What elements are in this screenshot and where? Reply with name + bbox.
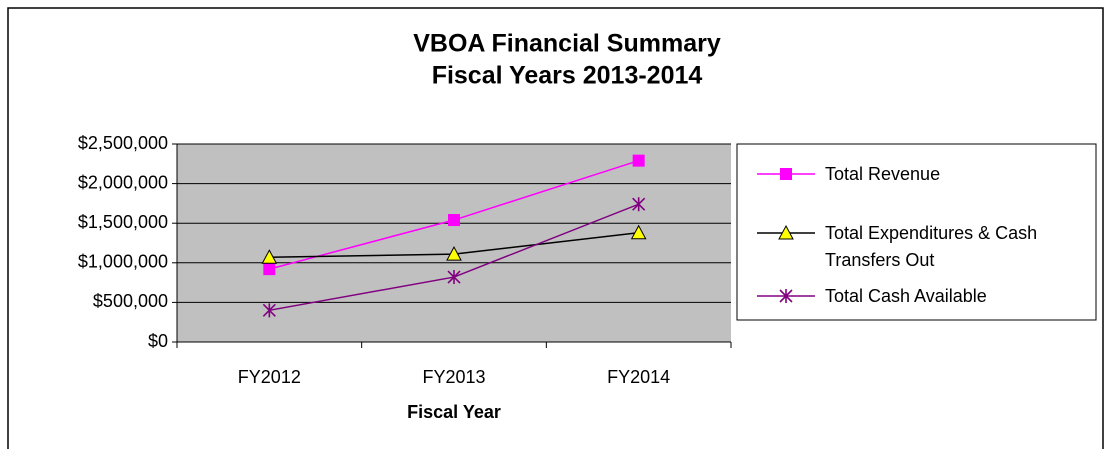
chart-title: VBOA Financial Summary [413, 30, 721, 58]
marker [632, 197, 646, 212]
x-tick-label: FY2012 [238, 367, 301, 387]
marker [446, 246, 462, 261]
marker [262, 303, 276, 318]
marker [447, 270, 461, 285]
legend-label: Total Cash Available [825, 286, 987, 306]
x-axis-title: Fiscal Year [407, 402, 501, 422]
marker [632, 154, 645, 167]
marker [778, 224, 794, 240]
x-tick-label: FY2013 [422, 367, 485, 387]
legend-label: Total Revenue [825, 164, 941, 184]
marker [630, 224, 647, 240]
y-tick-label: $0 [148, 331, 168, 351]
y-tick-label: $500,000 [93, 291, 168, 311]
chart-border [7, 7, 1104, 449]
marker [448, 214, 460, 227]
chart-title: Fiscal Years 2013-2014 [432, 62, 703, 90]
x-tick-label: FY2014 [607, 367, 670, 387]
y-tick-label: $1,000,000 [78, 252, 168, 272]
plot-area [177, 144, 731, 342]
marker [779, 289, 793, 303]
y-tick-label: $2,000,000 [78, 172, 168, 192]
marker [780, 168, 792, 180]
marker [263, 263, 276, 276]
legend-label: Total Expenditures & Cash Transfers Out [825, 223, 1038, 270]
y-tick-label: $2,500,000 [78, 133, 168, 153]
y-tick-label: $1,500,000 [78, 212, 168, 232]
marker [261, 249, 278, 264]
